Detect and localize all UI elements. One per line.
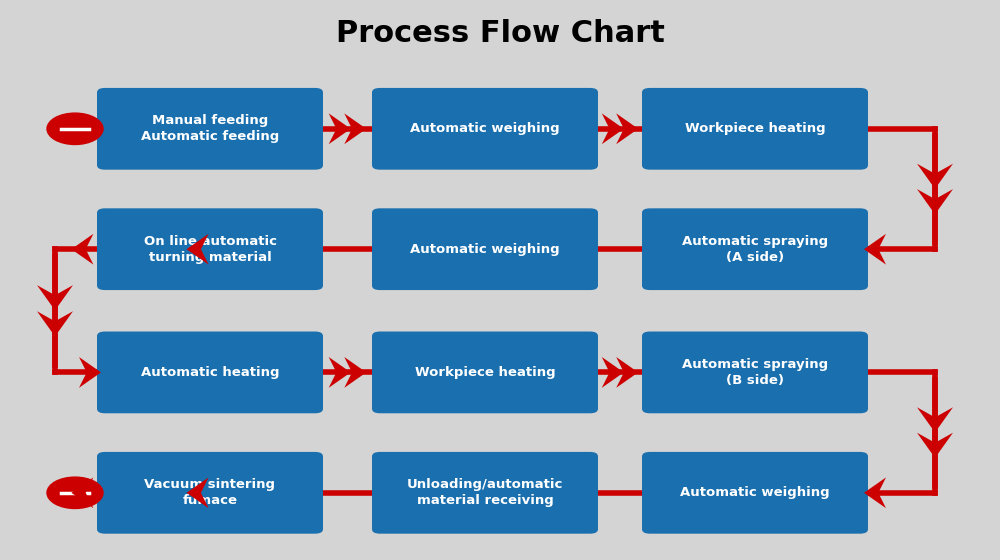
Polygon shape (329, 114, 351, 144)
FancyBboxPatch shape (97, 88, 323, 170)
Text: Process Flow Chart: Process Flow Chart (336, 19, 664, 48)
Polygon shape (602, 114, 624, 144)
Text: Automatic spraying
(B side): Automatic spraying (B side) (682, 358, 828, 387)
FancyBboxPatch shape (642, 208, 868, 290)
Text: Automatic heating: Automatic heating (141, 366, 279, 379)
FancyBboxPatch shape (372, 452, 598, 534)
FancyBboxPatch shape (97, 452, 323, 534)
Text: Unloading/automatic
material receiving: Unloading/automatic material receiving (407, 478, 563, 507)
Polygon shape (917, 433, 953, 458)
Text: Automatic weighing: Automatic weighing (680, 486, 830, 500)
Polygon shape (602, 357, 624, 388)
FancyBboxPatch shape (372, 332, 598, 413)
Polygon shape (187, 234, 209, 264)
Text: Workpiece heating: Workpiece heating (685, 122, 825, 136)
Text: Automatic spraying
(A side): Automatic spraying (A side) (682, 235, 828, 264)
Text: Automatic weighing: Automatic weighing (410, 122, 560, 136)
Circle shape (47, 477, 103, 508)
FancyBboxPatch shape (372, 208, 598, 290)
Polygon shape (917, 407, 953, 432)
Text: Automatic weighing: Automatic weighing (410, 242, 560, 256)
FancyBboxPatch shape (97, 208, 323, 290)
Text: On line automatic
turning material: On line automatic turning material (144, 235, 276, 264)
Polygon shape (344, 357, 366, 388)
FancyBboxPatch shape (97, 332, 323, 413)
Polygon shape (329, 357, 351, 388)
Polygon shape (864, 477, 886, 508)
Polygon shape (344, 114, 366, 144)
Polygon shape (616, 114, 638, 144)
Polygon shape (79, 357, 101, 388)
Text: Vacuum sintering
fumace: Vacuum sintering fumace (144, 478, 276, 507)
FancyBboxPatch shape (642, 88, 868, 170)
Circle shape (47, 113, 103, 144)
Polygon shape (917, 189, 953, 214)
Polygon shape (37, 311, 73, 337)
FancyBboxPatch shape (642, 332, 868, 413)
Text: Workpiece heating: Workpiece heating (415, 366, 555, 379)
Polygon shape (917, 164, 953, 189)
Polygon shape (616, 357, 638, 388)
FancyBboxPatch shape (642, 452, 868, 534)
FancyBboxPatch shape (372, 88, 598, 170)
Polygon shape (71, 234, 93, 264)
Polygon shape (864, 234, 886, 264)
Polygon shape (71, 477, 93, 508)
Polygon shape (37, 285, 73, 310)
Polygon shape (187, 477, 209, 508)
Text: Manual feeding
Automatic feeding: Manual feeding Automatic feeding (141, 114, 279, 143)
